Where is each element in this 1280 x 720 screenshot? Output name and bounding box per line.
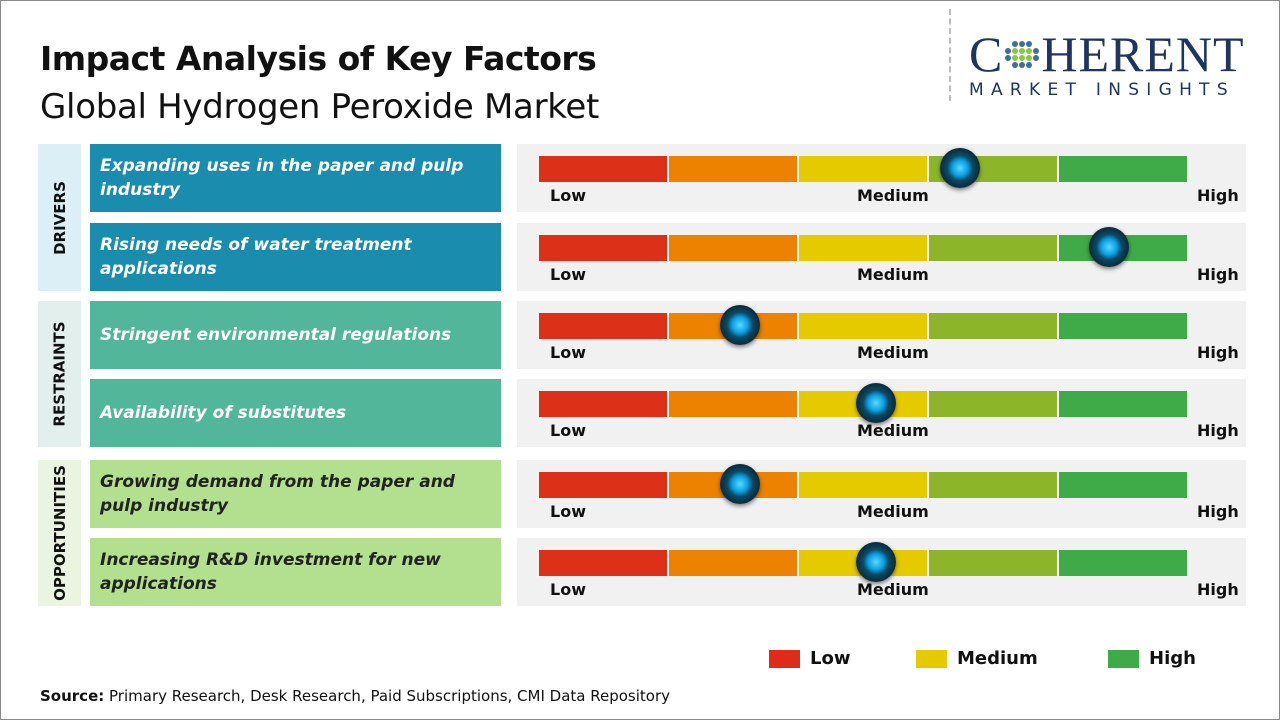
gauge-bar [539,313,1187,339]
scale-label-high: High [1197,265,1239,284]
globe-icon [1005,40,1040,68]
factor-label: Stringent environmental regulations [90,301,501,369]
scale-label-low: Low [550,502,586,521]
legend-item-medium: Medium [916,648,1038,669]
scale-label-high: High [1197,421,1239,440]
legend-swatch [769,649,800,668]
gauge-segment [799,313,929,339]
scale-label-medium: Medium [857,343,929,362]
gauge-segment [539,235,669,261]
impact-gauge: Low Medium High [517,538,1246,606]
scale-label-low: Low [550,421,586,440]
scale-label-medium: Medium [857,421,929,440]
gauge-segment [929,550,1059,576]
scale-label-high: High [1197,343,1239,362]
gauge-bar [539,472,1187,498]
impact-marker [719,464,760,504]
group-name: DRIVERS [50,180,69,255]
scale-label-medium: Medium [857,580,929,599]
legend-label: Medium [957,648,1038,669]
factor-label: Growing demand from the paper and pulp i… [90,460,501,528]
logo-subtext: MARKET INSIGHTS [969,80,1235,100]
gauge-segment [669,235,799,261]
gauge-segment [669,391,799,417]
gauge-segment [929,235,1059,261]
scale-label-low: Low [550,580,586,599]
logo-letter: C [969,26,1004,82]
scale-label-high: High [1197,580,1239,599]
factor-label: Increasing R&D investment for new applic… [90,538,501,606]
gauge-segment [1059,550,1187,576]
impact-gauge: Low Medium High [517,301,1246,369]
page-subtitle: Global Hydrogen Peroxide Market [40,87,600,127]
gauge-bar [539,391,1187,417]
gauge-segment [1059,472,1187,498]
impact-gauge: Low Medium High [517,460,1246,528]
group-label-restraints: RESTRAINTS [38,301,81,447]
impact-gauge: Low Medium High [517,379,1246,447]
logo-text: HERENT [1041,26,1245,82]
scale-label-medium: Medium [857,186,929,205]
gauge-segment [539,472,669,498]
legend-swatch [1108,649,1139,668]
factor-label: Expanding uses in the paper and pulp ind… [90,144,501,212]
divider [949,9,951,101]
gauge-segment [539,313,669,339]
legend-swatch [916,649,947,668]
gauge-segment [929,472,1059,498]
impact-marker [855,383,896,423]
gauge-bar [539,235,1187,261]
legend-label: Low [810,648,851,669]
factor-label: Rising needs of water treatment applicat… [90,223,501,291]
factor-label: Availability of substitutes [90,379,501,447]
gauge-segment [539,156,669,182]
gauge-segment [539,391,669,417]
group-name: RESTRAINTS [50,321,69,427]
impact-marker [1089,227,1130,267]
gauge-segment [799,472,929,498]
logo: C HERENT MARKET INSIGHTS [969,29,1264,100]
gauge-segment [669,156,799,182]
gauge-segment [799,156,929,182]
impact-gauge: Low Medium High [517,144,1246,212]
source-label: Source: [40,687,105,705]
source-note: Source: Primary Research, Desk Research,… [40,687,670,705]
source-text: Primary Research, Desk Research, Paid Su… [104,687,671,705]
impact-marker [940,148,981,188]
scale-label-medium: Medium [857,502,929,521]
gauge-bar [539,156,1187,182]
impact-gauge: Low Medium High [517,223,1246,291]
gauge-segment [929,313,1059,339]
gauge-segment [539,550,669,576]
gauge-segment [1059,391,1187,417]
legend-item-high: High [1108,648,1196,669]
impact-marker [719,305,760,345]
page-title: Impact Analysis of Key Factors [40,39,597,78]
gauge-segment [1059,313,1187,339]
scale-label-medium: Medium [857,265,929,284]
impact-marker [855,542,896,582]
gauge-segment [799,235,929,261]
group-name: OPPORTUNITIES [50,465,69,601]
gauge-segment [929,391,1059,417]
gauge-segment [669,550,799,576]
scale-label-low: Low [550,186,586,205]
group-label-opportunities: OPPORTUNITIES [38,460,81,606]
scale-label-low: Low [550,343,586,362]
scale-label-low: Low [550,265,586,284]
legend-item-low: Low [769,648,850,669]
scale-label-high: High [1197,186,1239,205]
group-label-drivers: DRIVERS [38,144,81,291]
gauge-segment [1059,156,1187,182]
scale-label-high: High [1197,502,1239,521]
legend-label: High [1149,648,1196,669]
